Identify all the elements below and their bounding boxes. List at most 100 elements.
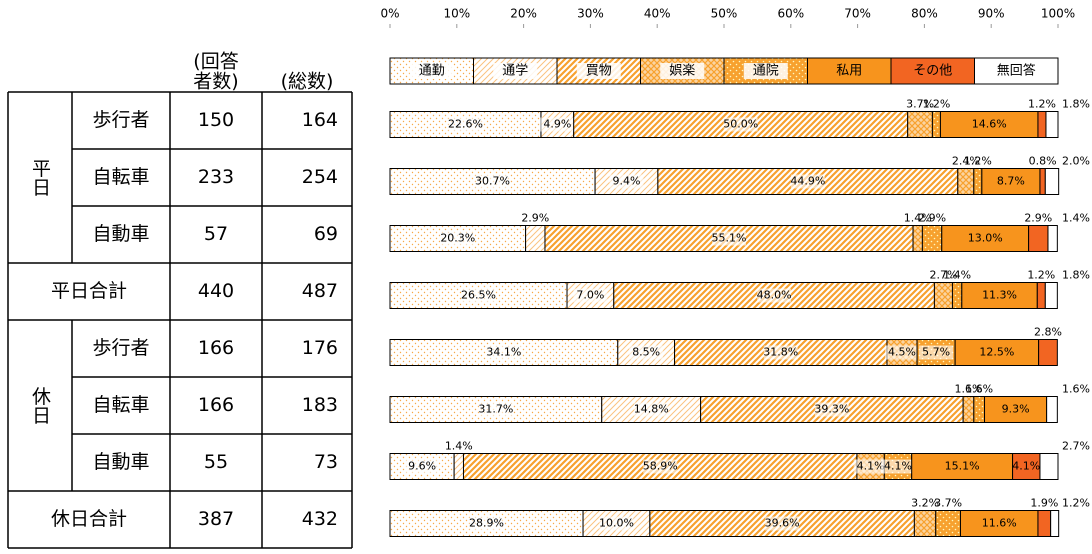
column-header: (総数)	[281, 71, 334, 93]
data-label-bg	[919, 345, 954, 360]
data-label: 2.4%	[952, 155, 980, 168]
bar-segment	[1039, 453, 1059, 480]
bar-segment	[939, 111, 1039, 138]
bar-segment	[931, 111, 941, 138]
legend-label: 通院	[753, 64, 779, 79]
data-label: 48.0%	[757, 289, 792, 302]
bar-segment	[1045, 111, 1059, 138]
total: 164	[302, 109, 338, 131]
data-label: 7.0%	[576, 289, 604, 302]
row-label: 自転車	[92, 166, 149, 188]
data-label: 55.1%	[712, 232, 747, 245]
data-label: 0.8%	[1029, 155, 1057, 168]
bar-segment	[1044, 168, 1060, 195]
bar-segment	[921, 225, 943, 252]
legend-label: 私用	[836, 64, 862, 79]
total: 69	[314, 223, 338, 245]
legend-swatch	[890, 57, 975, 85]
data-label-bg	[405, 459, 440, 474]
x-tick-label: 80%	[911, 7, 938, 21]
data-label: 31.7%	[478, 403, 513, 416]
data-label: 22.6%	[448, 118, 483, 131]
legend-label: 通学	[502, 63, 528, 79]
row-label: 自動車	[92, 451, 149, 473]
row-label: 自転車	[92, 394, 149, 416]
respondents: 440	[198, 280, 234, 302]
bar-segment	[911, 453, 1014, 480]
data-label: 1.4%	[904, 212, 932, 225]
data-label: 2.9%	[1024, 212, 1052, 225]
data-label-bg	[469, 516, 504, 531]
data-label-bg	[573, 288, 608, 303]
legend-text-bg	[660, 63, 705, 79]
data-label: 9.3%	[1002, 403, 1030, 416]
data-label: 3.2%	[911, 497, 939, 510]
data-label: 14.6%	[972, 118, 1007, 131]
respondents: 233	[198, 166, 234, 188]
bar-segment	[913, 510, 937, 537]
data-label: 2.0%	[1062, 155, 1090, 168]
data-label-bg	[881, 459, 916, 474]
x-tick-label: 70%	[844, 7, 871, 21]
legend-text-bg	[743, 63, 788, 79]
data-label: 4.1%	[1012, 460, 1040, 473]
bar-segment	[961, 282, 1038, 309]
respondents: 150	[198, 109, 234, 131]
bar-segment	[954, 339, 1040, 366]
data-label: 1.2%	[1062, 497, 1090, 510]
data-label: 4.1%	[884, 460, 912, 473]
bar-segment	[1036, 282, 1046, 309]
bar-segment	[957, 168, 975, 195]
bar-segment	[1050, 510, 1060, 537]
data-label: 2.9%	[918, 212, 946, 225]
total: 254	[302, 166, 338, 188]
respondents: 57	[204, 223, 228, 245]
total: 432	[302, 508, 338, 530]
legend-text-bg	[576, 63, 621, 79]
data-label: 1.4%	[1062, 212, 1090, 225]
data-label: 2.9%	[521, 212, 549, 225]
data-label: 8.5%	[632, 346, 660, 359]
data-label: 44.9%	[790, 175, 825, 188]
data-label-bg	[790, 174, 825, 189]
bar-segment	[935, 510, 961, 537]
data-label: 1.9%	[1030, 497, 1058, 510]
bar-segment	[1028, 225, 1049, 252]
data-label-bg	[757, 288, 792, 303]
bar-segment	[912, 225, 923, 252]
total: 176	[302, 337, 338, 359]
data-label-bg	[609, 174, 644, 189]
bar-segment	[951, 282, 963, 309]
data-label: 1.4%	[445, 440, 473, 453]
bar-segment	[973, 168, 983, 195]
x-tick-label: 90%	[978, 7, 1005, 21]
data-label: 26.5%	[461, 289, 496, 302]
bar-segment	[525, 225, 546, 252]
bar-segment	[1039, 168, 1046, 195]
data-label-bg	[629, 345, 664, 360]
data-label: 39.6%	[765, 517, 800, 530]
legend-swatch	[807, 57, 892, 85]
row-label: 休日合計	[51, 508, 127, 530]
data-label: 14.8%	[634, 403, 669, 416]
data-label: 1.2%	[922, 98, 950, 111]
data-label: 9.4%	[612, 175, 640, 188]
legend-label: その他	[913, 64, 952, 79]
data-label: 4.9%	[543, 118, 571, 131]
data-label: 1.2%	[964, 155, 992, 168]
data-label: 3.7%	[906, 98, 934, 111]
data-label: 39.3%	[814, 403, 849, 416]
bar-segment	[1038, 339, 1058, 366]
data-label: 28.9%	[469, 517, 504, 530]
bar-segment	[959, 510, 1039, 537]
x-tick-label: 10%	[443, 7, 470, 21]
data-label: 20.3%	[440, 232, 475, 245]
data-label-bg	[634, 402, 669, 417]
data-label-bg	[765, 516, 800, 531]
data-label-bg	[712, 231, 747, 246]
data-label: 5.7%	[922, 346, 950, 359]
group-label: 休日	[29, 386, 51, 424]
data-label: 50.0%	[723, 118, 758, 131]
data-label: 2.7%	[929, 269, 957, 282]
data-label: 9.6%	[408, 460, 436, 473]
